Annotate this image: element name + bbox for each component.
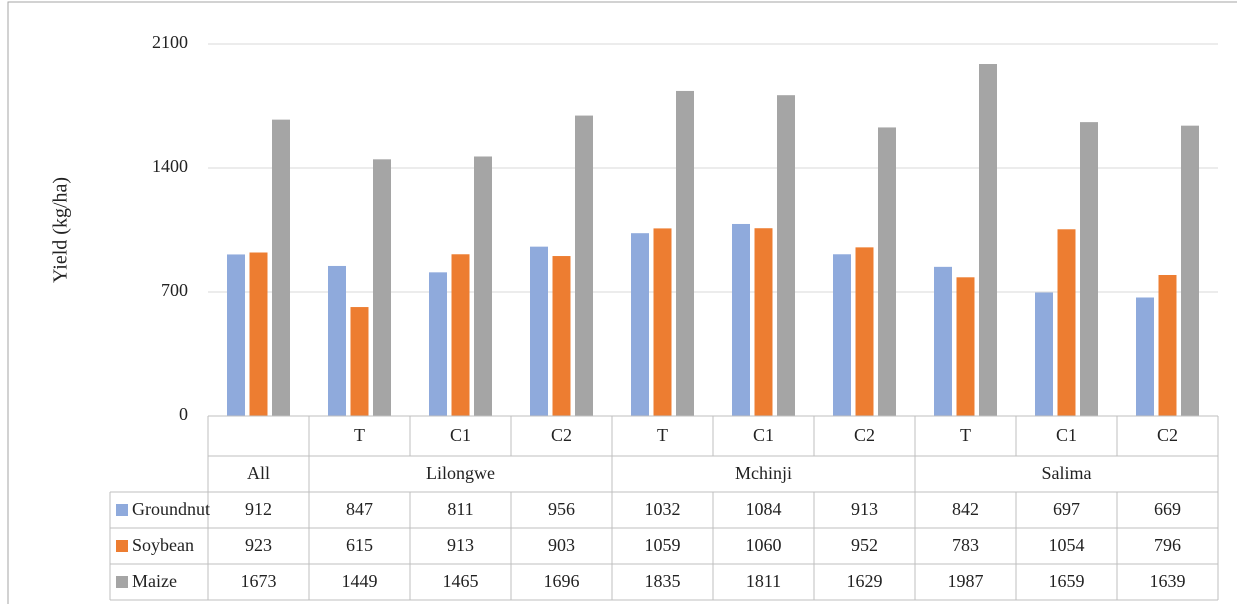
bar [350,307,369,416]
bar [1035,292,1053,416]
x-tick-label: C2 [1157,425,1178,445]
table-value: 1054 [1049,535,1085,555]
group-label: All [247,463,270,483]
table-value: 783 [952,535,979,555]
bar [878,127,896,416]
bar [754,228,773,416]
bar [429,272,447,416]
table-value: 1059 [645,535,681,555]
y-tick-label: 1400 [152,156,188,176]
bar [1158,274,1177,416]
bar [373,159,391,416]
x-tick-label: C2 [551,425,572,445]
table-value: 1465 [443,571,479,591]
table-value: 811 [447,499,473,519]
x-tick-label: T [960,425,971,445]
bar [1181,125,1199,417]
table-value: 1639 [1150,571,1186,591]
x-tick-label: C1 [450,425,471,445]
bar [328,265,346,416]
chart-border [7,1,1237,604]
bar [732,223,750,416]
table-value: 796 [1154,535,1181,555]
table-value: 1696 [544,571,580,591]
x-tick-label: C1 [753,425,774,445]
bar [575,115,593,417]
legend-swatch [116,504,128,516]
bar [676,90,694,416]
table-value: 1673 [241,571,277,591]
table-value: 903 [548,535,575,555]
table-value: 1811 [746,571,781,591]
x-tick-label: T [657,425,668,445]
table-value: 913 [851,499,878,519]
group-label: Lilongwe [426,463,495,483]
bar [474,156,492,416]
bar [934,266,952,416]
table-value: 1060 [746,535,782,555]
bar [956,277,975,416]
table-value: 1835 [645,571,681,591]
bar [1080,122,1098,417]
table-value: 697 [1053,499,1080,519]
bar [855,247,874,416]
bar [777,95,795,417]
table-value: 1659 [1049,571,1085,591]
table-value: 847 [346,499,373,519]
y-tick-label: 700 [161,280,188,300]
bar [653,228,672,416]
y-axis-label: Yield (kg/ha) [50,177,72,283]
x-tick-label: C1 [1056,425,1077,445]
bar [530,246,548,416]
group-label: Salima [1042,463,1092,483]
table-value: 1987 [948,571,984,591]
x-tick-label: C2 [854,425,875,445]
group-label: Mchinji [735,463,792,483]
table-value: 1629 [847,571,883,591]
bar [1057,229,1076,416]
table-value: 1032 [645,499,681,519]
bar [833,254,851,416]
table-value: 913 [447,535,474,555]
bar [1136,297,1154,416]
bar [631,233,649,416]
legend-swatch [116,540,128,552]
legend-label: Maize [132,571,177,591]
table-value: 1449 [342,571,378,591]
bar [451,254,470,416]
bar [272,119,290,416]
table-value: 615 [346,535,373,555]
bar [249,252,268,416]
legend-label: Groundnut [132,499,210,519]
legend-swatch [116,576,128,588]
table-value: 1084 [746,499,782,519]
bar [227,254,245,416]
table-value: 842 [952,499,979,519]
bar [552,256,571,416]
table-value: 956 [548,499,575,519]
bar [979,64,997,416]
table-value: 923 [245,535,272,555]
legend-label: Soybean [132,535,194,555]
table-value: 669 [1154,499,1181,519]
y-tick-label: 0 [179,404,188,424]
table-value: 952 [851,535,878,555]
table-value: 912 [245,499,272,519]
y-tick-label: 2100 [152,32,188,52]
x-tick-label: T [354,425,365,445]
